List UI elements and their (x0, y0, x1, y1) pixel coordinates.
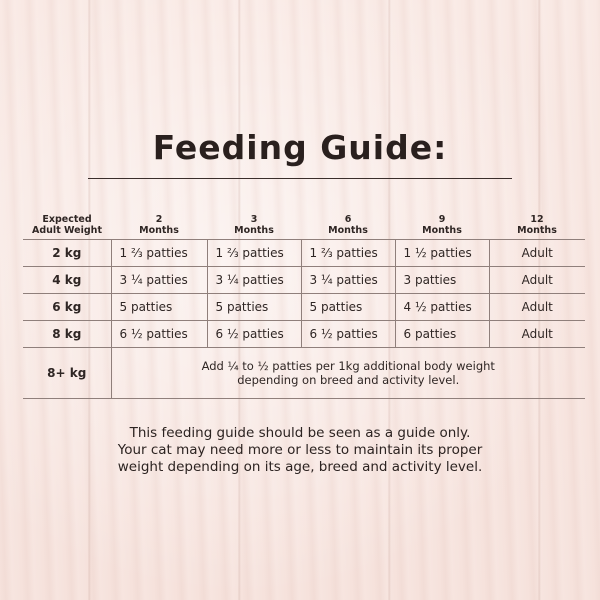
title-underline (88, 178, 512, 179)
additional-weight-note: Add ¼ to ½ patties per 1kg additional bo… (110, 347, 585, 399)
table-cell: 1 ⅔ patties (110, 239, 207, 267)
table-row: 6 kg 5 patties 5 patties 5 patties 4 ½ p… (23, 293, 585, 321)
row-weight: 8 kg (23, 320, 111, 348)
table-cell: 1 ⅔ patties (300, 239, 395, 267)
table-cell: Adult (488, 293, 585, 321)
table-cell: 6 ½ patties (110, 320, 207, 348)
table-cell: 3 ¼ patties (300, 266, 395, 294)
table-cell: 6 ½ patties (206, 320, 301, 348)
table-cell: 3 patties (394, 266, 489, 294)
table-cell: 6 ½ patties (300, 320, 395, 348)
table-row: 8 kg 6 ½ patties 6 ½ patties 6 ½ patties… (23, 320, 585, 348)
row-weight: 6 kg (23, 293, 111, 321)
disclaimer-text: This feeding guide should be seen as a g… (117, 425, 483, 475)
table-cell: 3 ¼ patties (206, 266, 301, 294)
column-header-9-months: 9 Months (395, 210, 489, 240)
table-cell: 1 ½ patties (394, 239, 489, 267)
column-header-12-months: 12 Months (489, 210, 585, 240)
column-header-2-months: 2 Months (111, 210, 207, 240)
row-weight: 8+ kg (23, 347, 111, 399)
table-cell: 6 patties (394, 320, 489, 348)
column-header-3-months: 3 Months (207, 210, 301, 240)
table-cell: 5 patties (206, 293, 301, 321)
feeding-guide-table: Expected Adult Weight 2 Months 3 Months … (23, 210, 585, 399)
page-title: Feeding Guide: (152, 128, 448, 167)
table-cell: Adult (488, 239, 585, 267)
table-row-additional: 8+ kg Add ¼ to ½ patties per 1kg additio… (23, 347, 585, 399)
table-header-row: Expected Adult Weight 2 Months 3 Months … (23, 210, 585, 240)
table-row: 2 kg 1 ⅔ patties 1 ⅔ patties 1 ⅔ patties… (23, 239, 585, 267)
row-weight: 4 kg (23, 266, 111, 294)
table-cell: 5 patties (300, 293, 395, 321)
table-row: 4 kg 3 ¼ patties 3 ¼ patties 3 ¼ patties… (23, 266, 585, 294)
table-cell: 4 ½ patties (394, 293, 489, 321)
table-cell: Adult (488, 320, 585, 348)
table-cell: 3 ¼ patties (110, 266, 207, 294)
table-cell: 1 ⅔ patties (206, 239, 301, 267)
table-cell: 5 patties (110, 293, 207, 321)
column-header-6-months: 6 Months (301, 210, 395, 240)
column-header-weight: Expected Adult Weight (23, 210, 111, 240)
table-cell: Adult (488, 266, 585, 294)
row-weight: 2 kg (23, 239, 111, 267)
